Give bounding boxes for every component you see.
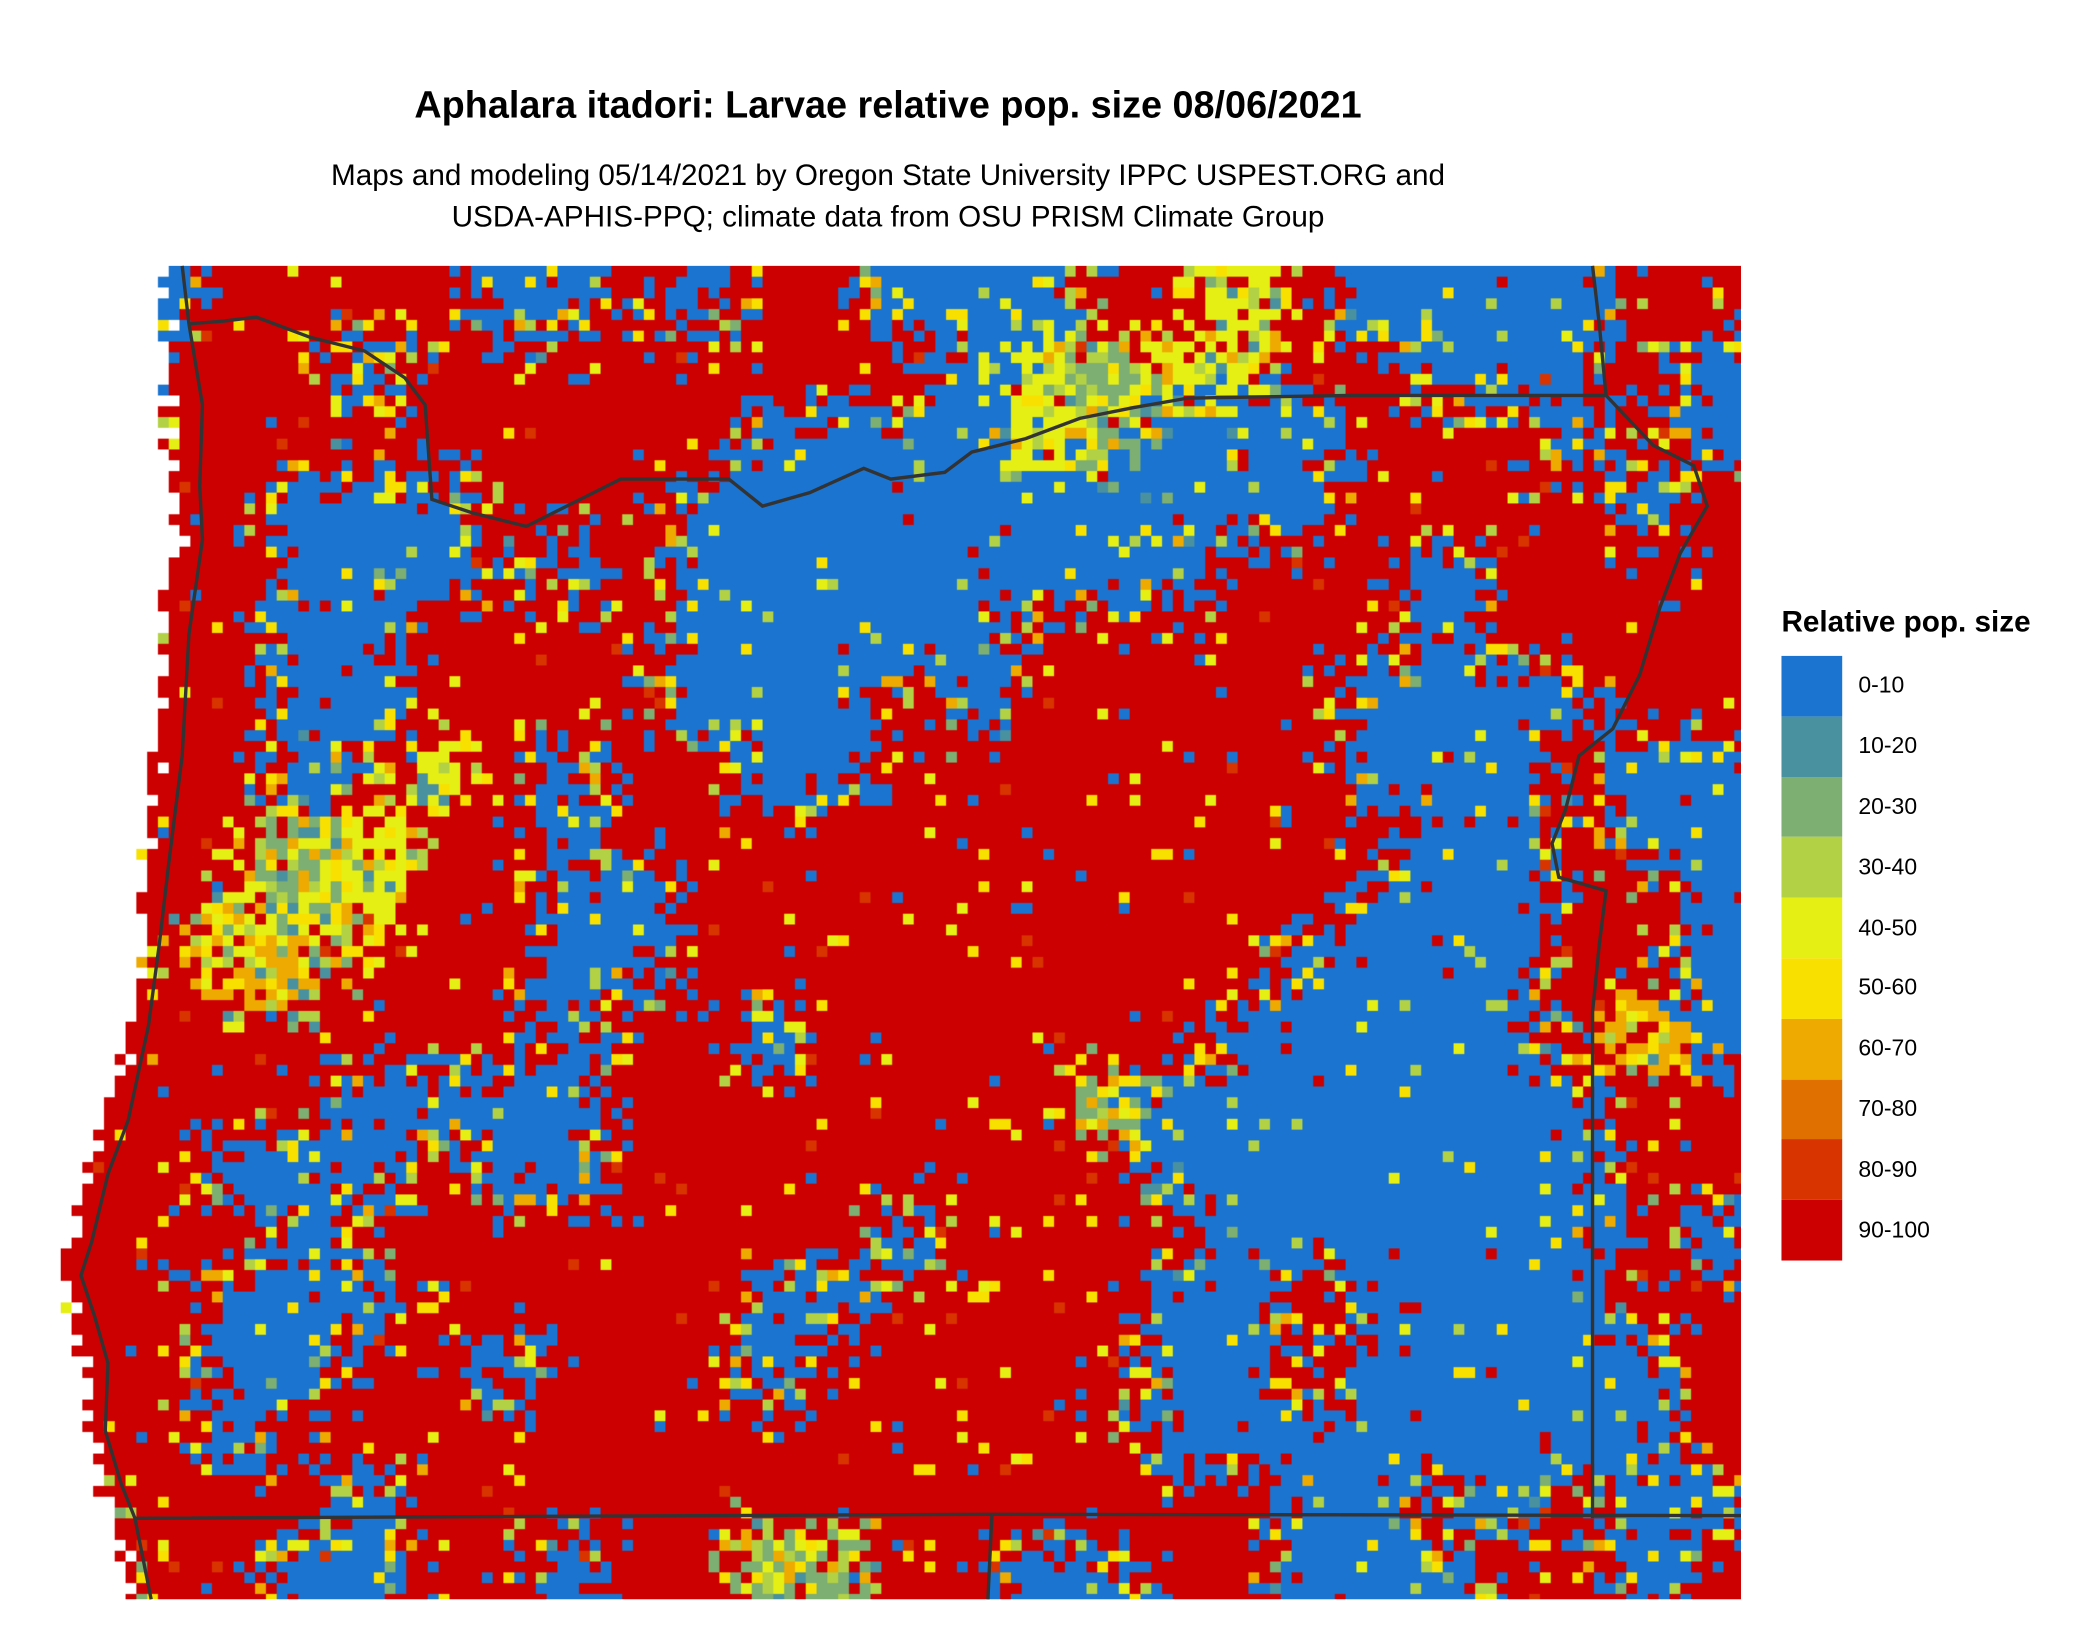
- south-border: [134, 1512, 1741, 1520]
- legend-swatch: [1781, 1079, 1843, 1140]
- legend-label: 60-70: [1858, 1035, 1918, 1062]
- washington-border: [188, 315, 1607, 529]
- legend-item: 40-50: [1781, 897, 2030, 959]
- legend-label: 70-80: [1858, 1095, 1918, 1122]
- legend-item: 30-40: [1781, 837, 2030, 898]
- legend-swatch: [1781, 1018, 1843, 1080]
- legend-swatch: [1781, 1139, 1843, 1201]
- legend-swatch: [1781, 837, 1843, 898]
- legend-swatch: [1781, 776, 1843, 838]
- legend-label: 0-10: [1858, 672, 1905, 699]
- legend-title: Relative pop. size: [1781, 604, 2031, 639]
- coastline: [79, 265, 205, 1600]
- legend-swatch: [1781, 958, 1843, 1019]
- legend-label: 30-40: [1858, 854, 1918, 880]
- legend-label: 80-90: [1858, 1156, 1918, 1182]
- legend-label: 10-20: [1858, 733, 1918, 759]
- subtitle-line-2: USDA-APHIS-PPQ; climate data from OSU PR…: [451, 199, 1325, 234]
- legend-label: 50-60: [1858, 974, 1918, 1001]
- legend-swatch: [1781, 716, 1843, 777]
- legend-item: 10-20: [1781, 716, 2030, 777]
- legend-item: 20-30: [1781, 776, 2030, 838]
- legend: Relative pop. size 0-10 10-20 20-30 30-40 40…: [1781, 604, 2031, 1261]
- map-title: Aphalara itadori: Larvae relative pop. s…: [414, 83, 1362, 126]
- legend-item: 90-100: [1781, 1200, 2030, 1261]
- legend-swatch: [1781, 655, 1843, 717]
- legend-swatch: [1781, 897, 1843, 959]
- california-nevada-border: [986, 1514, 994, 1600]
- legend-label: 90-100: [1858, 1216, 1930, 1243]
- map-subtitle: Maps and modeling 05/14/2021 by Oregon S…: [0, 154, 1776, 238]
- idaho-border: [1550, 265, 1710, 1519]
- population-raster-map: [60, 265, 1741, 1600]
- legend-label: 40-50: [1858, 914, 1918, 941]
- legend-label: 20-30: [1858, 793, 1918, 820]
- legend-item: 0-10: [1781, 655, 2030, 717]
- legend-item: 60-70: [1781, 1018, 2030, 1080]
- legend-items: 0-10 10-20 20-30 30-40 40-50 50-60 60-70 70-80 8…: [1781, 655, 2030, 1261]
- legend-item: 70-80: [1781, 1079, 2030, 1140]
- legend-swatch: [1781, 1200, 1843, 1261]
- legend-item: 80-90: [1781, 1139, 2030, 1201]
- subtitle-line-1: Maps and modeling 05/14/2021 by Oregon S…: [331, 157, 1446, 192]
- legend-item: 50-60: [1781, 958, 2030, 1019]
